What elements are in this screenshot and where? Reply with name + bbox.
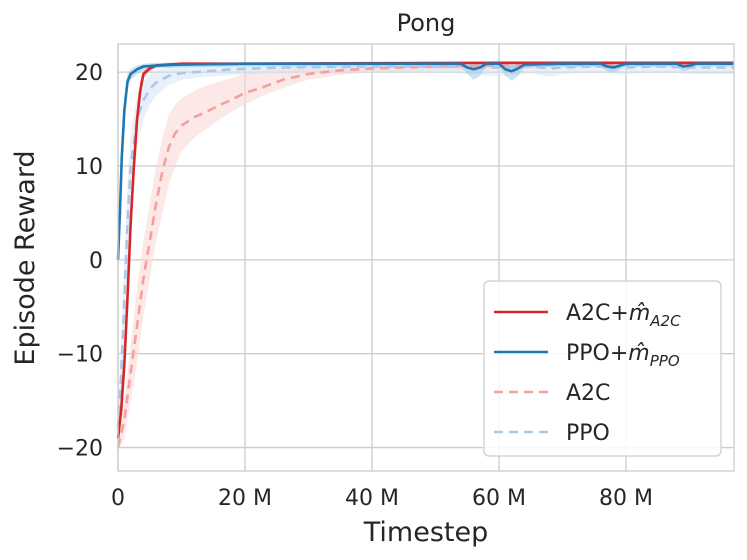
y-tick-label-1: 10 xyxy=(75,155,103,180)
legend-box xyxy=(483,280,722,457)
y-axis-label: Episode Reward xyxy=(10,150,41,365)
legend-label-main-1: PPO+ xyxy=(566,341,628,366)
x-axis-ticks: 0 20 M 40 M 60 M 80 M xyxy=(111,486,653,511)
legend-label-main-0: A2C+ xyxy=(566,301,629,326)
chart-title: Pong xyxy=(397,9,456,37)
x-tick-label-0: 0 xyxy=(111,486,125,511)
y-tick-label-0: 20 xyxy=(75,61,103,86)
legend-label-main-3: PPO xyxy=(566,421,610,446)
legend-label-1: PPO+m̂PPO xyxy=(566,341,680,370)
legend-label-math-0: m̂ xyxy=(629,301,650,326)
y-tick-label-4: −20 xyxy=(57,437,103,462)
y-tick-label-2: 0 xyxy=(89,249,103,274)
legend-label-math-1: m̂ xyxy=(628,341,649,366)
confidence-bands xyxy=(118,62,734,453)
x-axis-label: Timestep xyxy=(363,517,488,548)
plot-frame xyxy=(117,43,735,472)
y-axis-ticks: 20 10 0 −10 −20 xyxy=(57,61,103,461)
x-tick-label-4: 80 M xyxy=(599,486,653,511)
legend-label-main-2: A2C xyxy=(566,381,610,406)
y-tick-label-3: −10 xyxy=(57,343,103,368)
legend-label-2: A2C xyxy=(566,381,610,406)
legend-label-sub-1: PPO xyxy=(650,352,680,370)
x-tick-label-2: 40 M xyxy=(345,486,399,511)
series-line-1 xyxy=(116,62,734,260)
legend-label-sub-0: A2C xyxy=(649,312,681,330)
series-lines xyxy=(116,61,734,448)
legend-label-3: PPO xyxy=(566,421,610,446)
series-line-2 xyxy=(116,62,734,448)
band-2 xyxy=(118,62,734,453)
x-tick-label-1: 20 M xyxy=(218,486,272,511)
legend-label-0: A2C+m̂A2C xyxy=(566,301,681,330)
series-line-3 xyxy=(116,65,734,429)
x-tick-label-3: 60 M xyxy=(472,486,526,511)
